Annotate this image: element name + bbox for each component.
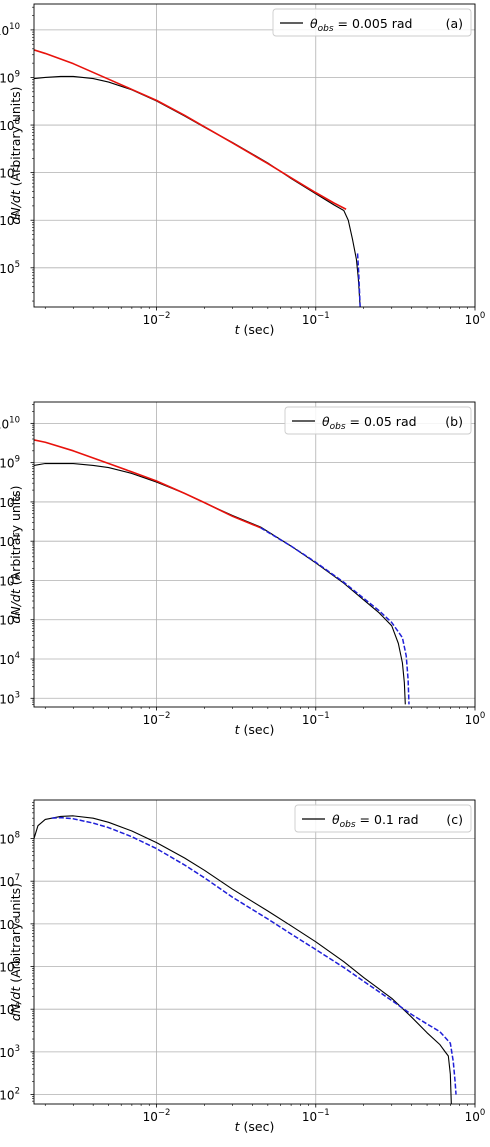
y-tick-label: 108 — [0, 117, 20, 133]
panel-1: 10−2 10−1 100 103 104 105 106 107 108 109 1010 t (s… — [0, 401, 486, 737]
y-tick-label: 1010 — [0, 22, 20, 38]
y-tick-label: 109 — [0, 455, 20, 471]
y-axis-label: dN/dt (Arbitrary units) — [8, 86, 23, 224]
legend-label: θobs = 0.05 rad — [322, 414, 417, 432]
y-tick-label: 102 — [0, 1087, 20, 1103]
legend-box — [294, 804, 472, 833]
series-line-1 — [34, 439, 261, 529]
y-tick-label: 104 — [0, 1001, 20, 1017]
series-line-2 — [260, 527, 410, 705]
y-tick-label: 1010 — [0, 415, 20, 431]
y-tick-label: 107 — [0, 533, 20, 549]
y-axis-label: dN/dt (Arbitrary units) — [8, 485, 23, 623]
x-tick-label: 100 — [465, 1108, 486, 1124]
legend: θobs = 0.05 rad (b) — [284, 406, 472, 435]
series-line-1 — [51, 816, 457, 1095]
series-group — [34, 49, 361, 307]
x-tick-label: 100 — [465, 311, 486, 327]
plot-frame — [33, 799, 476, 1105]
series-line-2 — [356, 253, 361, 307]
series-line-1 — [34, 49, 347, 210]
legend-box — [284, 406, 472, 435]
panel-label: (c) — [446, 812, 463, 827]
x-tick-label: 10−2 — [143, 711, 171, 727]
plot-frame — [33, 3, 476, 308]
x-tick-label: 10−1 — [302, 711, 330, 727]
series-line-0 — [34, 462, 406, 705]
x-tick-label: 100 — [465, 711, 486, 727]
y-tick-label: 103 — [0, 690, 20, 706]
series-group — [34, 815, 457, 1104]
y-tick-label: 108 — [0, 494, 20, 510]
y-axis-label: dN/dt (Arbitrary units) — [8, 883, 23, 1021]
legend-label: θobs = 0.005 rad — [310, 16, 413, 34]
y-tick-label: 107 — [0, 873, 20, 889]
y-tick-label: 106 — [0, 572, 20, 588]
x-tick-label: 10−2 — [143, 1108, 171, 1124]
x-tick-label: 10−1 — [302, 311, 330, 327]
gridlines — [34, 402, 476, 707]
legend: θobs = 0.1 rad (c) — [294, 804, 472, 833]
y-tick-label: 105 — [0, 612, 20, 628]
panel-label: (a) — [446, 16, 463, 31]
x-tick-label: 10−2 — [143, 311, 171, 327]
minor-ticks — [32, 6, 469, 309]
gridlines — [34, 800, 476, 1104]
y-tick-label: 104 — [0, 651, 20, 667]
y-tick-label: 106 — [0, 916, 20, 932]
series-group — [34, 439, 410, 705]
y-tick-label: 103 — [0, 1044, 20, 1060]
y-tick-label: 107 — [0, 165, 20, 181]
x-axis-label: t (sec) — [235, 722, 275, 737]
series-line-0 — [34, 815, 452, 1104]
legend-box — [272, 8, 472, 37]
minor-ticks — [32, 802, 469, 1106]
y-tick-label: 106 — [0, 212, 20, 228]
y-tick-label: 105 — [0, 959, 20, 975]
y-tick-label: 105 — [0, 260, 20, 276]
y-tick-label: 109 — [0, 69, 20, 85]
y-tick-label: 108 — [0, 831, 20, 847]
legend-label: θobs = 0.1 rad — [332, 812, 419, 830]
x-axis-label: t (sec) — [235, 1119, 275, 1134]
legend: θobs = 0.005 rad (a) — [272, 8, 472, 37]
panel-2: 10−2 10−1 100 102 103 104 105 106 107 108 t (sec) d… — [0, 799, 486, 1134]
panel-0: 10−2 10−1 100 105 106 107 108 109 1010 t (sec) dN/… — [0, 3, 486, 337]
x-tick-label: 10−1 — [302, 1108, 330, 1124]
plot-frame — [33, 401, 476, 708]
series-line-0 — [34, 75, 361, 307]
x-axis-label: t (sec) — [235, 322, 275, 337]
panel-label: (b) — [445, 414, 463, 429]
